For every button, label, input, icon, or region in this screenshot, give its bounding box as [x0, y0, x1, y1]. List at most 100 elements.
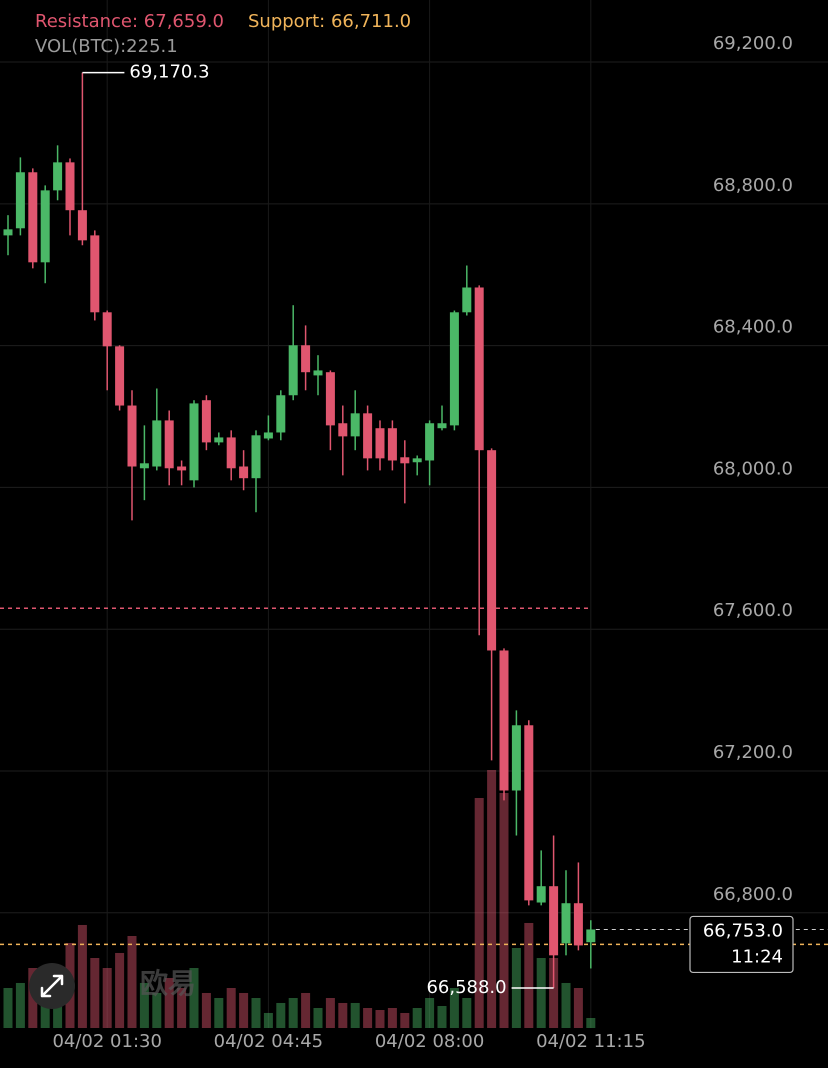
- candle-body: [251, 435, 261, 479]
- volume-bar: [164, 978, 174, 1028]
- volume-bar: [102, 968, 112, 1028]
- grid: [0, 0, 828, 1028]
- volume-bar: [77, 924, 87, 1028]
- volume-bar: [400, 1012, 410, 1028]
- volume-bar: [462, 998, 472, 1028]
- x-tick-label: 04/02 01:30: [52, 1031, 161, 1052]
- volume-bar: [313, 1008, 323, 1028]
- volume-bar: [276, 1002, 286, 1028]
- candle-body: [152, 420, 162, 467]
- candle-body: [226, 437, 236, 469]
- volume-value: 225.1: [126, 36, 178, 57]
- candles: [3, 72, 596, 988]
- candle-body: [524, 725, 534, 901]
- volume-bar: [524, 922, 534, 1028]
- candle-body: [437, 423, 447, 429]
- candle-body: [511, 725, 521, 791]
- candle-body: [363, 413, 373, 459]
- expand-icon: [40, 974, 64, 998]
- y-tick-label: 69,200.0: [713, 33, 793, 54]
- candle-body: [387, 428, 397, 461]
- candle-body: [263, 432, 273, 439]
- volume-bar: [3, 988, 13, 1028]
- volume-bar: [499, 792, 509, 1028]
- volume-bar: [127, 936, 137, 1028]
- candle-body: [53, 162, 63, 191]
- volume-bar: [338, 1002, 348, 1028]
- volume-bar: [561, 982, 571, 1028]
- candle-body: [40, 190, 50, 263]
- candle-body: [177, 466, 187, 471]
- y-tick-label: 68,400.0: [713, 317, 793, 338]
- candle-body: [102, 312, 112, 347]
- candle-body: [301, 345, 311, 373]
- watermark: 欧易: [140, 967, 196, 1000]
- candle-body: [189, 403, 199, 481]
- candle-body: [201, 400, 211, 443]
- candle-body: [499, 650, 509, 791]
- support-legend: Support: 66,711.0: [248, 11, 411, 32]
- volume-bar: [288, 998, 298, 1028]
- y-tick-label: 66,800.0: [713, 884, 793, 905]
- volume-legend: VOL(BTC):225.1: [35, 36, 178, 57]
- volume-bar: [139, 982, 149, 1028]
- candle-body: [325, 372, 335, 426]
- candle-body: [549, 886, 559, 956]
- y-tick-label: 68,000.0: [713, 458, 793, 479]
- candle-body: [65, 162, 75, 211]
- volume-bar: [189, 968, 199, 1028]
- candle-body: [462, 287, 472, 313]
- candle-body: [276, 395, 286, 433]
- volume-bar: [449, 988, 459, 1028]
- last-price-label: 66,753.0: [703, 920, 783, 941]
- candle-body: [586, 929, 596, 943]
- candle-body: [338, 423, 348, 437]
- volume-bar: [474, 798, 484, 1028]
- volume-bar: [251, 998, 261, 1028]
- volume-bar: [549, 958, 559, 1028]
- volume-bar: [437, 1006, 447, 1028]
- candle-body: [313, 370, 323, 376]
- candle-body: [350, 413, 360, 437]
- candle-body: [449, 312, 459, 426]
- volume-bar: [226, 988, 236, 1028]
- volume-bar: [375, 1010, 385, 1028]
- volume-bar: [387, 1008, 397, 1028]
- candle-body: [536, 886, 546, 903]
- y-tick-label: 68,800.0: [713, 175, 793, 196]
- resistance-label: Resistance:: [35, 11, 138, 32]
- volume-bar: [412, 1008, 422, 1028]
- candle-body: [139, 463, 149, 469]
- candle-body: [400, 457, 410, 464]
- volume-bar: [15, 982, 25, 1028]
- min-label: 66,588.0: [426, 977, 506, 998]
- candle-body: [239, 466, 249, 479]
- volume-bar: [115, 952, 125, 1028]
- candle-body: [288, 345, 298, 396]
- candle-body: [214, 437, 224, 443]
- volume-bar: [177, 988, 187, 1028]
- x-tick-label: 04/02 04:45: [214, 1031, 323, 1052]
- candle-body: [28, 172, 38, 263]
- volume-bar: [586, 1017, 596, 1028]
- candle-body: [164, 420, 174, 469]
- volume-bar: [152, 992, 162, 1028]
- y-tick-label: 67,200.0: [713, 742, 793, 763]
- y-tick-label: 67,600.0: [713, 600, 793, 621]
- volume-bar: [301, 992, 311, 1028]
- last-price-box: [689, 915, 794, 974]
- countdown: 11:24: [731, 946, 783, 967]
- expand-button[interactable]: [29, 963, 75, 1009]
- candle-body: [487, 450, 497, 651]
- volume-bar: [573, 988, 583, 1028]
- volume-bar: [214, 998, 224, 1028]
- candle-body: [573, 903, 583, 946]
- volume-bar: [487, 770, 497, 1028]
- candle-body: [474, 287, 484, 451]
- volume-bar: [263, 1012, 273, 1028]
- volume-bar: [239, 992, 249, 1028]
- volume-label: VOL(BTC):: [35, 36, 126, 57]
- volume-bar: [350, 1002, 360, 1028]
